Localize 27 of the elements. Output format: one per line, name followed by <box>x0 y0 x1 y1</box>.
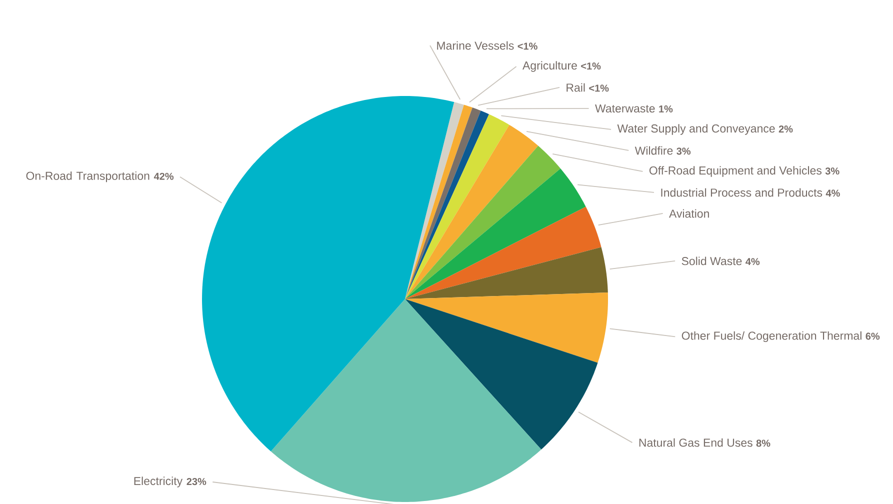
data-label: 3% <box>676 148 691 155</box>
slice-label: Water Supply and Conveyance <box>617 124 775 135</box>
data-label: 4% <box>746 258 760 266</box>
slice-label: Industrial Process and Products <box>661 188 822 197</box>
slice-label: Aviation <box>669 209 709 218</box>
slice-label: Rail <box>566 83 585 92</box>
slice-label: Agriculture <box>522 61 577 72</box>
slice-label: Marine Vessels <box>437 41 514 50</box>
slice-label: On-Road Transportation <box>26 171 150 182</box>
data-label: 4% <box>826 190 840 197</box>
slice-label: Solid Waste <box>682 256 742 266</box>
data-label: 3% <box>825 167 840 175</box>
data-label: 42% <box>154 172 174 180</box>
data-label: <1% <box>518 42 538 50</box>
slice-label: Electricity <box>134 476 183 488</box>
slice-label: Other Fuels/ Cogeneration Thermal <box>682 331 862 342</box>
data-label: 1% <box>659 105 673 112</box>
data-label: <1% <box>581 62 601 70</box>
data-label: 23% <box>186 478 206 486</box>
slice-label: Natural Gas End Uses <box>639 438 752 447</box>
slice-label: Off-Road Equipment and Vehicles <box>649 166 822 177</box>
slice-label: Wildfire <box>634 146 673 155</box>
data-label: <1% <box>589 84 609 92</box>
data-label: 2% <box>778 125 793 133</box>
data-label: 6% <box>866 332 880 340</box>
slice-label: Waterwaste <box>595 104 655 112</box>
data-label: 8% <box>756 440 770 447</box>
